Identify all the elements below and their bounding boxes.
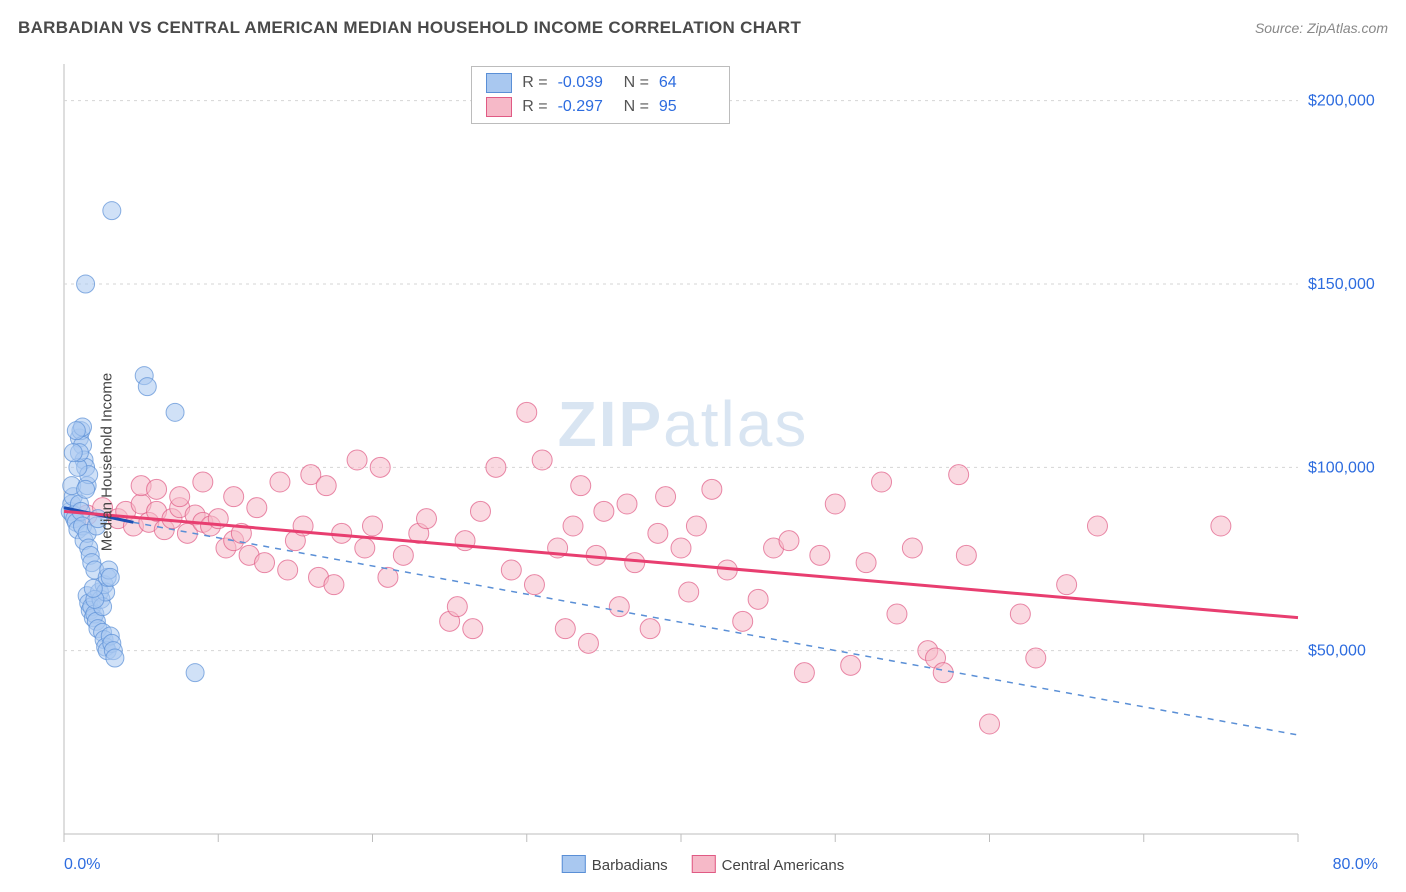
scatter-chart: $50,000 $100,000 $150,000 $200,000 (18, 50, 1388, 874)
chart-title: BARBADIAN VS CENTRAL AMERICAN MEDIAN HOU… (18, 18, 801, 38)
bottom-legend: Barbadians Central Americans (562, 855, 844, 874)
stats-row: R =-0.297N =95 (472, 95, 729, 119)
x-axis-min-label: 0.0% (64, 856, 100, 874)
x-axis-max-label: 80.0% (1333, 856, 1378, 874)
legend-item: Barbadians (562, 855, 668, 874)
title-bar: BARBADIAN VS CENTRAL AMERICAN MEDIAN HOU… (18, 18, 1388, 38)
svg-text:$50,000: $50,000 (1308, 643, 1366, 660)
y-axis-label: Median Household Income (99, 373, 116, 551)
chart-area: Median Household Income $50,000$100,000$… (18, 50, 1388, 874)
svg-text:$100,000: $100,000 (1308, 459, 1375, 476)
stats-row: R =-0.039N =64 (472, 71, 729, 95)
svg-text:$200,000: $200,000 (1308, 93, 1375, 110)
source-label: Source: ZipAtlas.com (1255, 20, 1388, 36)
correlation-stats-box: R =-0.039N =64R =-0.297N =95 (471, 66, 730, 124)
legend-item: Central Americans (692, 855, 845, 874)
svg-text:$150,000: $150,000 (1308, 276, 1375, 293)
